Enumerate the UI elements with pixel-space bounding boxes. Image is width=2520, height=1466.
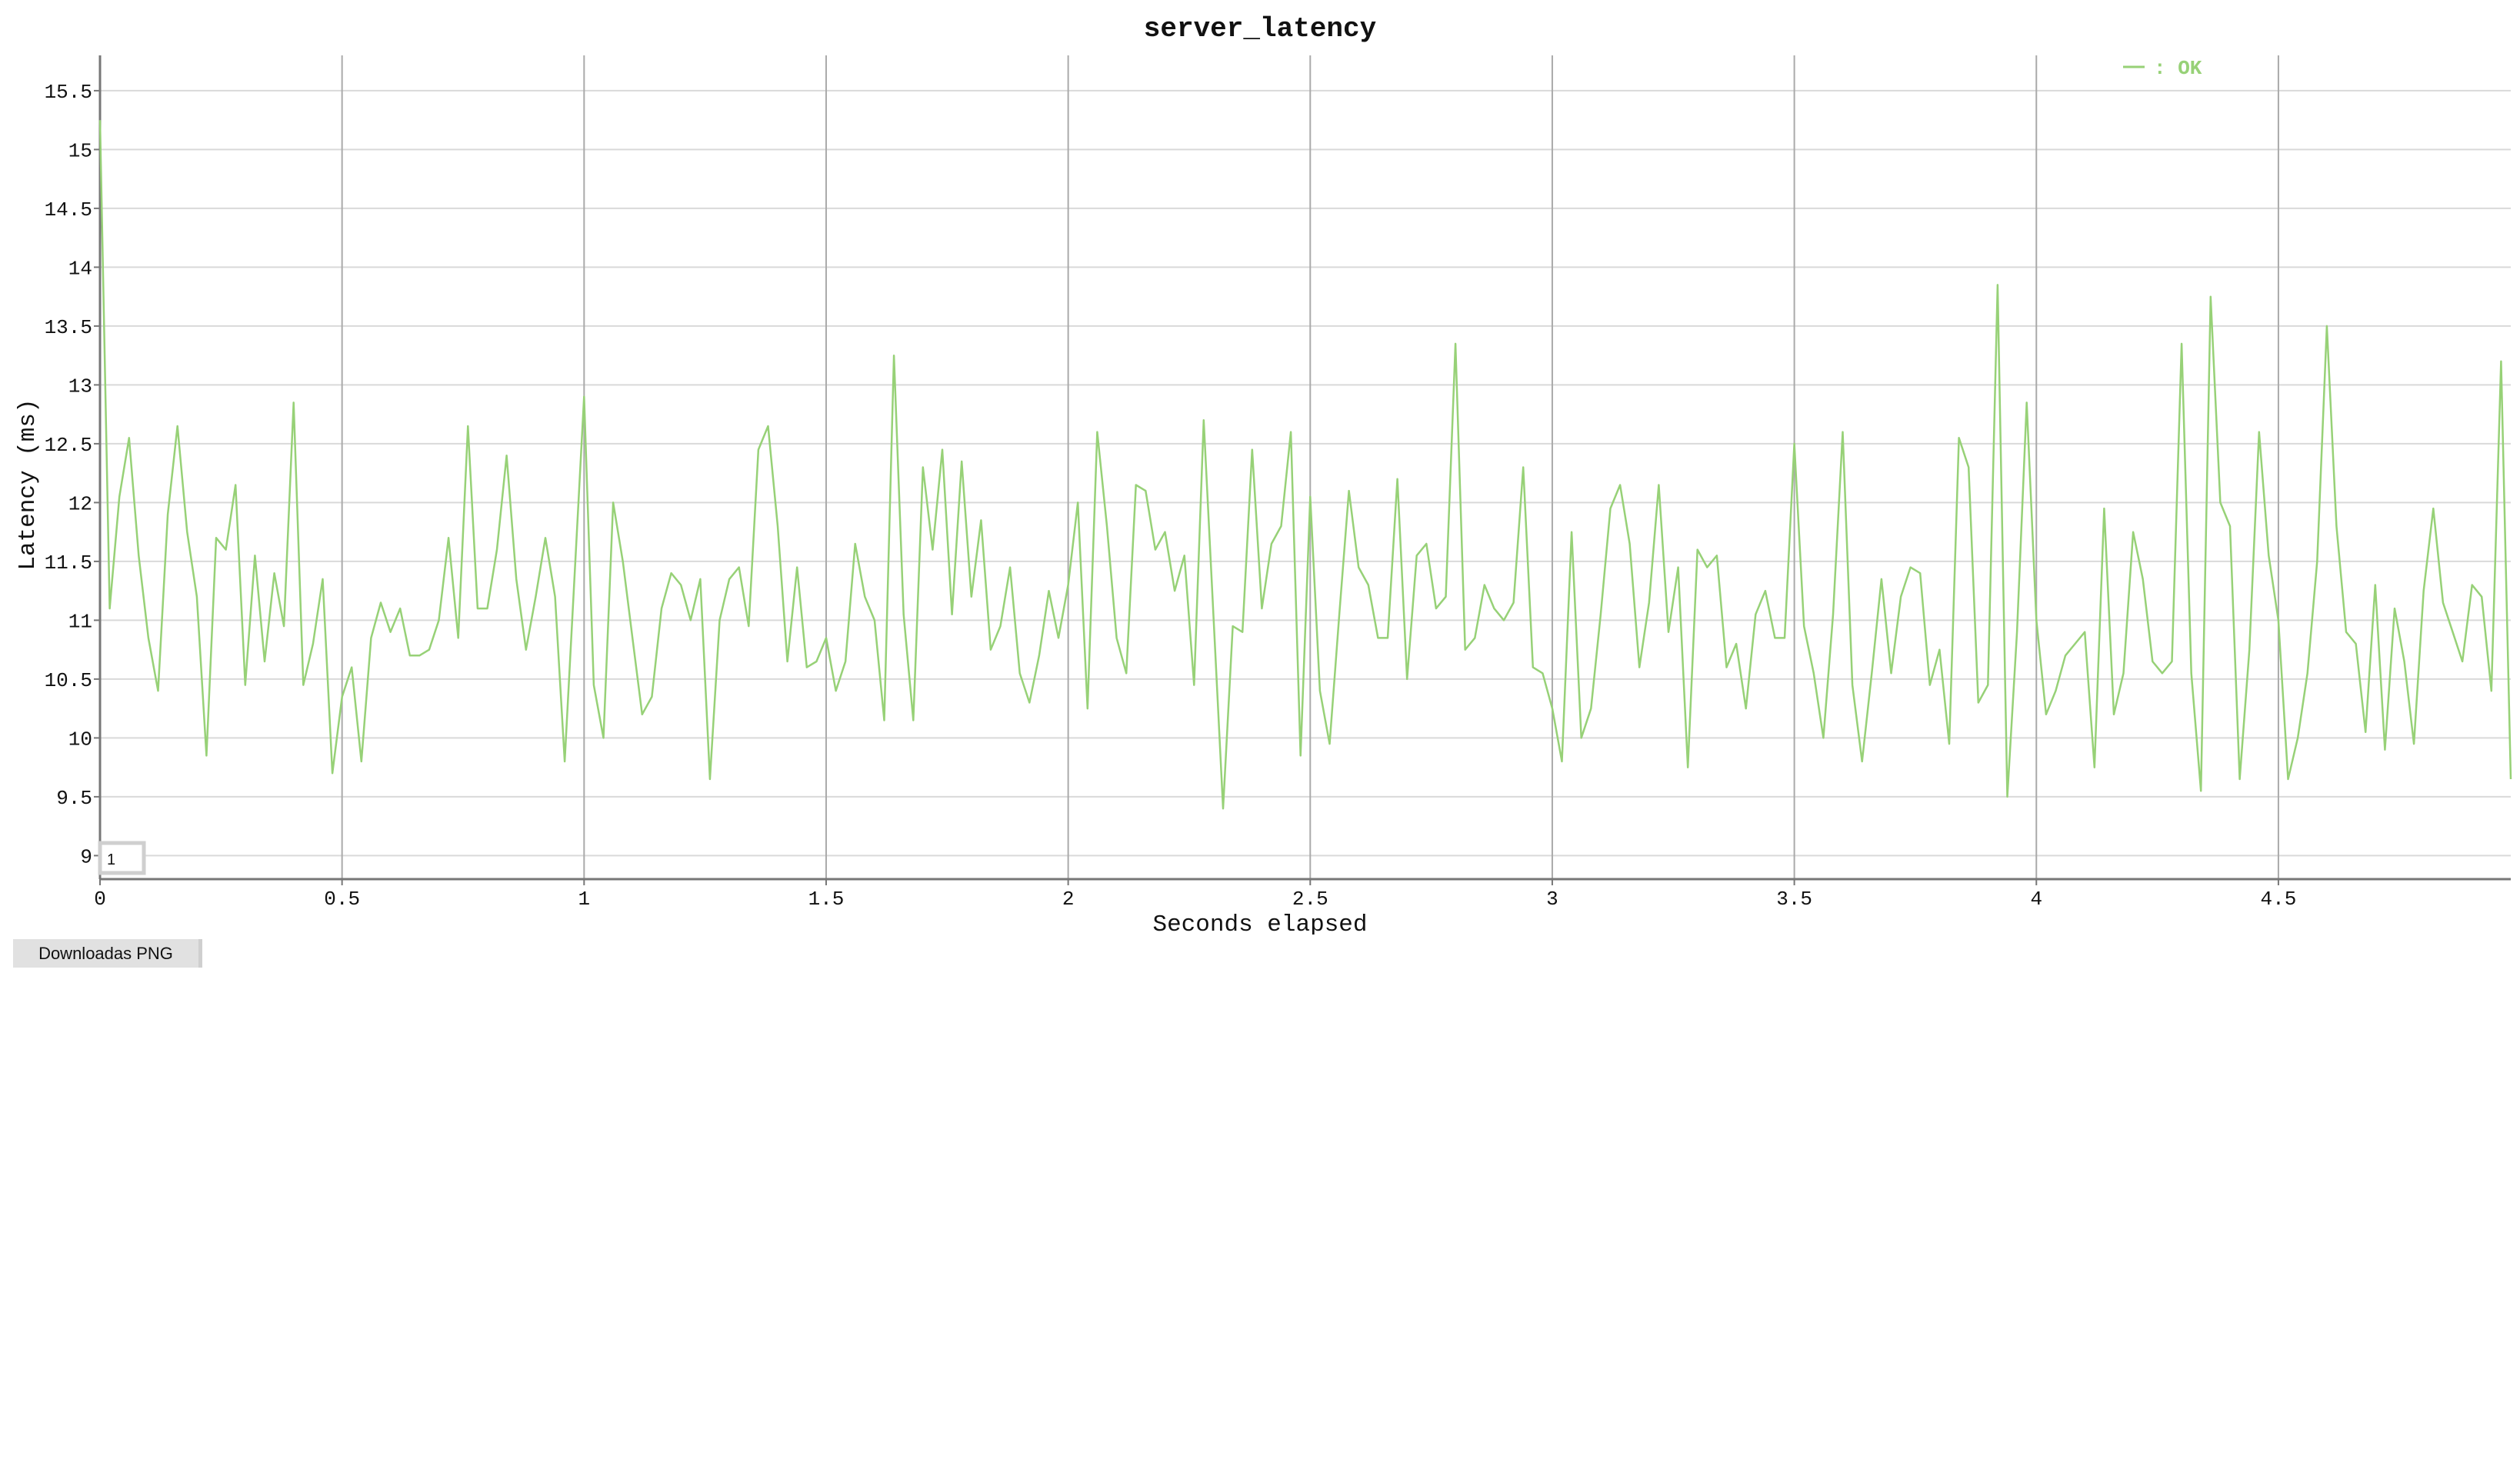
latency-chart: server_latency 99.51010.51111.51212.5131… [15,13,2512,935]
legend: : OK [2123,57,2202,80]
x-tick-label: 3 [1546,888,1558,911]
x-tick-label: 3.5 [1776,888,1812,911]
y-tick-label: 13.5 [45,316,92,339]
y-tick-label: 12.5 [45,434,92,457]
y-tick-label: 12 [68,492,92,515]
x-axis-title: Seconds elapsed [1152,911,1367,935]
y-tick-label: 9 [80,845,92,868]
y-tick-label: 11 [68,610,92,633]
y-tick-label: 10 [68,728,92,751]
range-selector[interactable]: 1 [98,841,146,875]
x-tick-label: 2 [1062,888,1075,911]
y-tick-label: 13 [68,375,92,398]
axes [94,55,2511,885]
range-selector-label: 1 [107,851,115,868]
y-tick-label: 15 [68,139,92,162]
y-tick-label: 14.5 [45,198,92,222]
chart-title: server_latency [1144,13,1376,45]
x-tick-label: 0 [94,888,106,911]
download-png-button[interactable]: Downloadas PNG [13,939,202,968]
y-axis-title: Latency (ms) [15,398,42,570]
legend-label-ok: : OK [2154,57,2202,80]
x-tick-label: 0.5 [324,888,360,911]
y-tick-label: 15.5 [45,81,92,104]
y-tick-label: 11.5 [45,551,92,575]
y-tick-label: 14 [68,257,92,280]
tick-labels: 99.51010.51111.51212.51313.51414.51515.5… [45,81,2297,911]
series-plot [98,120,2512,810]
x-tick-label: 1.5 [808,888,845,911]
x-tick-label: 4 [2030,888,2042,911]
y-tick-label: 9.5 [56,787,92,810]
y-tick-label: 10.5 [45,669,92,692]
x-tick-label: 2.5 [1292,888,1328,911]
series-line-ok [98,120,2512,810]
grid [100,55,2511,879]
range-selector-box[interactable] [98,841,146,875]
x-tick-label: 4.5 [2261,888,2297,911]
x-tick-label: 1 [578,888,591,911]
